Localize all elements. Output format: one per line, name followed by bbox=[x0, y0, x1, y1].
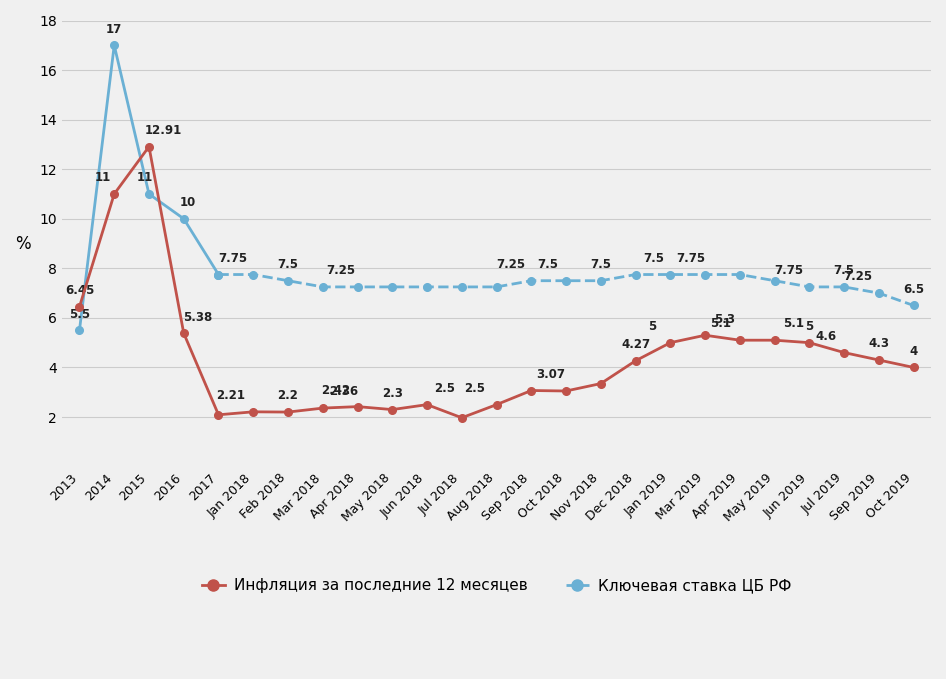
Инфляция за последние 12 месяцев bbox=[560, 387, 571, 395]
Text: 11: 11 bbox=[95, 171, 112, 184]
Text: 5.3: 5.3 bbox=[714, 312, 735, 325]
Text: 5: 5 bbox=[805, 320, 814, 333]
Text: 5.1: 5.1 bbox=[710, 318, 731, 331]
Text: 7.75: 7.75 bbox=[218, 252, 247, 265]
Инфляция за последние 12 месяцев bbox=[178, 329, 189, 337]
Инфляция за последние 12 месяцев bbox=[734, 336, 745, 344]
Инфляция за последние 12 месяцев bbox=[387, 405, 398, 414]
Text: 10: 10 bbox=[180, 196, 196, 209]
Text: 2.36: 2.36 bbox=[329, 386, 359, 399]
Text: 7.75: 7.75 bbox=[676, 252, 706, 265]
Инфляция за последние 12 месяцев bbox=[873, 356, 885, 364]
Инфляция за последние 12 месяцев bbox=[630, 356, 641, 365]
Инфляция за последние 12 месяцев bbox=[908, 363, 920, 371]
Инфляция за последние 12 месяцев bbox=[248, 408, 259, 416]
Text: 2.42: 2.42 bbox=[321, 384, 350, 397]
Text: 7.75: 7.75 bbox=[774, 264, 803, 277]
Text: 2.5: 2.5 bbox=[434, 382, 456, 395]
Инфляция за последние 12 месяцев bbox=[595, 380, 606, 388]
Инфляция за последние 12 месяцев bbox=[317, 404, 328, 412]
Инфляция за последние 12 месяцев bbox=[143, 143, 154, 151]
Text: 2.5: 2.5 bbox=[464, 382, 484, 395]
Text: 2.21: 2.21 bbox=[217, 389, 246, 402]
Ключевая ставка ЦБ РФ bbox=[213, 270, 224, 278]
Ключевая ставка ЦБ РФ bbox=[908, 301, 920, 310]
Ключевая ставка ЦБ РФ bbox=[317, 283, 328, 291]
Text: 7.25: 7.25 bbox=[844, 270, 872, 283]
Text: 6.5: 6.5 bbox=[903, 282, 924, 296]
Text: 4.6: 4.6 bbox=[815, 330, 836, 343]
Инфляция за последние 12 месяцев bbox=[491, 401, 502, 409]
Инфляция за последние 12 месяцев bbox=[665, 339, 676, 347]
Ключевая ставка ЦБ РФ bbox=[804, 283, 815, 291]
Инфляция за последние 12 месяцев bbox=[526, 386, 537, 394]
Инфляция за последние 12 месяцев bbox=[421, 401, 432, 409]
Text: 2.3: 2.3 bbox=[382, 387, 403, 400]
Ключевая ставка ЦБ РФ bbox=[560, 276, 571, 285]
Text: 6.45: 6.45 bbox=[64, 284, 95, 297]
Ключевая ставка ЦБ РФ bbox=[873, 289, 885, 297]
Инфляция за последние 12 месяцев bbox=[282, 408, 293, 416]
Ключевая ставка ЦБ РФ bbox=[630, 270, 641, 278]
Legend: Инфляция за последние 12 месяцев, Ключевая ставка ЦБ РФ: Инфляция за последние 12 месяцев, Ключев… bbox=[196, 572, 797, 600]
Ключевая ставка ЦБ РФ bbox=[421, 283, 432, 291]
Line: Инфляция за последние 12 месяцев: Инфляция за последние 12 месяцев bbox=[76, 143, 918, 422]
Text: 5.5: 5.5 bbox=[69, 308, 90, 320]
Text: 7.5: 7.5 bbox=[833, 264, 854, 277]
Text: 17: 17 bbox=[106, 22, 122, 35]
Ключевая ставка ЦБ РФ bbox=[838, 283, 850, 291]
Инфляция за последние 12 месяцев bbox=[456, 414, 467, 422]
Text: 7.5: 7.5 bbox=[537, 258, 558, 271]
Инфляция за последние 12 месяцев bbox=[352, 403, 363, 411]
Y-axis label: %: % bbox=[15, 234, 30, 253]
Text: 7.5: 7.5 bbox=[277, 258, 299, 271]
Ключевая ставка ЦБ РФ bbox=[282, 276, 293, 285]
Text: 4.3: 4.3 bbox=[868, 337, 889, 350]
Text: 7.5: 7.5 bbox=[590, 258, 611, 271]
Text: 11: 11 bbox=[136, 171, 153, 184]
Ключевая ставка ЦБ РФ bbox=[699, 270, 710, 278]
Ключевая ставка ЦБ РФ bbox=[665, 270, 676, 278]
Ключевая ставка ЦБ РФ bbox=[387, 283, 398, 291]
Text: 4: 4 bbox=[909, 345, 918, 358]
Ключевая ставка ЦБ РФ bbox=[491, 283, 502, 291]
Line: Ключевая ставка ЦБ РФ: Ключевая ставка ЦБ РФ bbox=[215, 271, 918, 310]
Ключевая ставка ЦБ РФ bbox=[248, 270, 259, 278]
Инфляция за последние 12 месяцев bbox=[769, 336, 780, 344]
Инфляция за последние 12 месяцев bbox=[74, 303, 85, 311]
Инфляция за последние 12 месяцев bbox=[699, 331, 710, 340]
Ключевая ставка ЦБ РФ bbox=[769, 276, 780, 285]
Text: 5: 5 bbox=[648, 320, 657, 333]
Text: 4.27: 4.27 bbox=[621, 338, 650, 351]
Text: 7.25: 7.25 bbox=[496, 258, 525, 271]
Text: 12.91: 12.91 bbox=[144, 124, 182, 137]
Ключевая ставка ЦБ РФ bbox=[456, 283, 467, 291]
Инфляция за последние 12 месяцев bbox=[838, 348, 850, 356]
Text: 7.5: 7.5 bbox=[643, 252, 664, 265]
Text: 5.1: 5.1 bbox=[783, 318, 804, 331]
Инфляция за последние 12 месяцев bbox=[109, 190, 120, 198]
Text: 5.38: 5.38 bbox=[183, 310, 212, 323]
Инфляция за последние 12 месяцев bbox=[804, 339, 815, 347]
Ключевая ставка ЦБ РФ bbox=[734, 270, 745, 278]
Text: 2.2: 2.2 bbox=[277, 389, 298, 403]
Инфляция за последние 12 месяцев bbox=[213, 411, 224, 419]
Text: 3.07: 3.07 bbox=[536, 368, 566, 381]
Ключевая ставка ЦБ РФ bbox=[595, 276, 606, 285]
Text: 7.25: 7.25 bbox=[326, 264, 356, 277]
Ключевая ставка ЦБ РФ bbox=[526, 276, 537, 285]
Ключевая ставка ЦБ РФ bbox=[352, 283, 363, 291]
